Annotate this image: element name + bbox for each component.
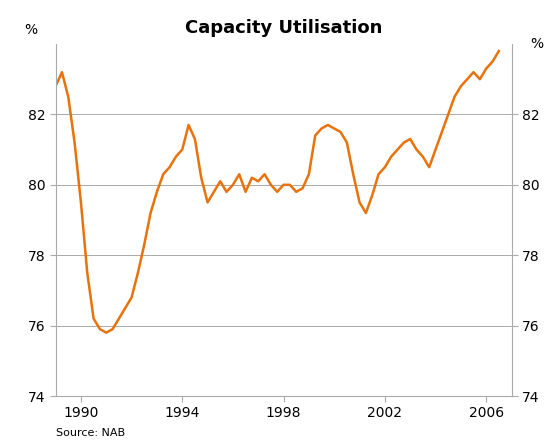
Y-axis label: %: % <box>530 37 543 51</box>
Title: Capacity Utilisation: Capacity Utilisation <box>185 19 382 37</box>
Text: Source: NAB: Source: NAB <box>56 428 125 438</box>
Y-axis label: %: % <box>24 23 37 37</box>
